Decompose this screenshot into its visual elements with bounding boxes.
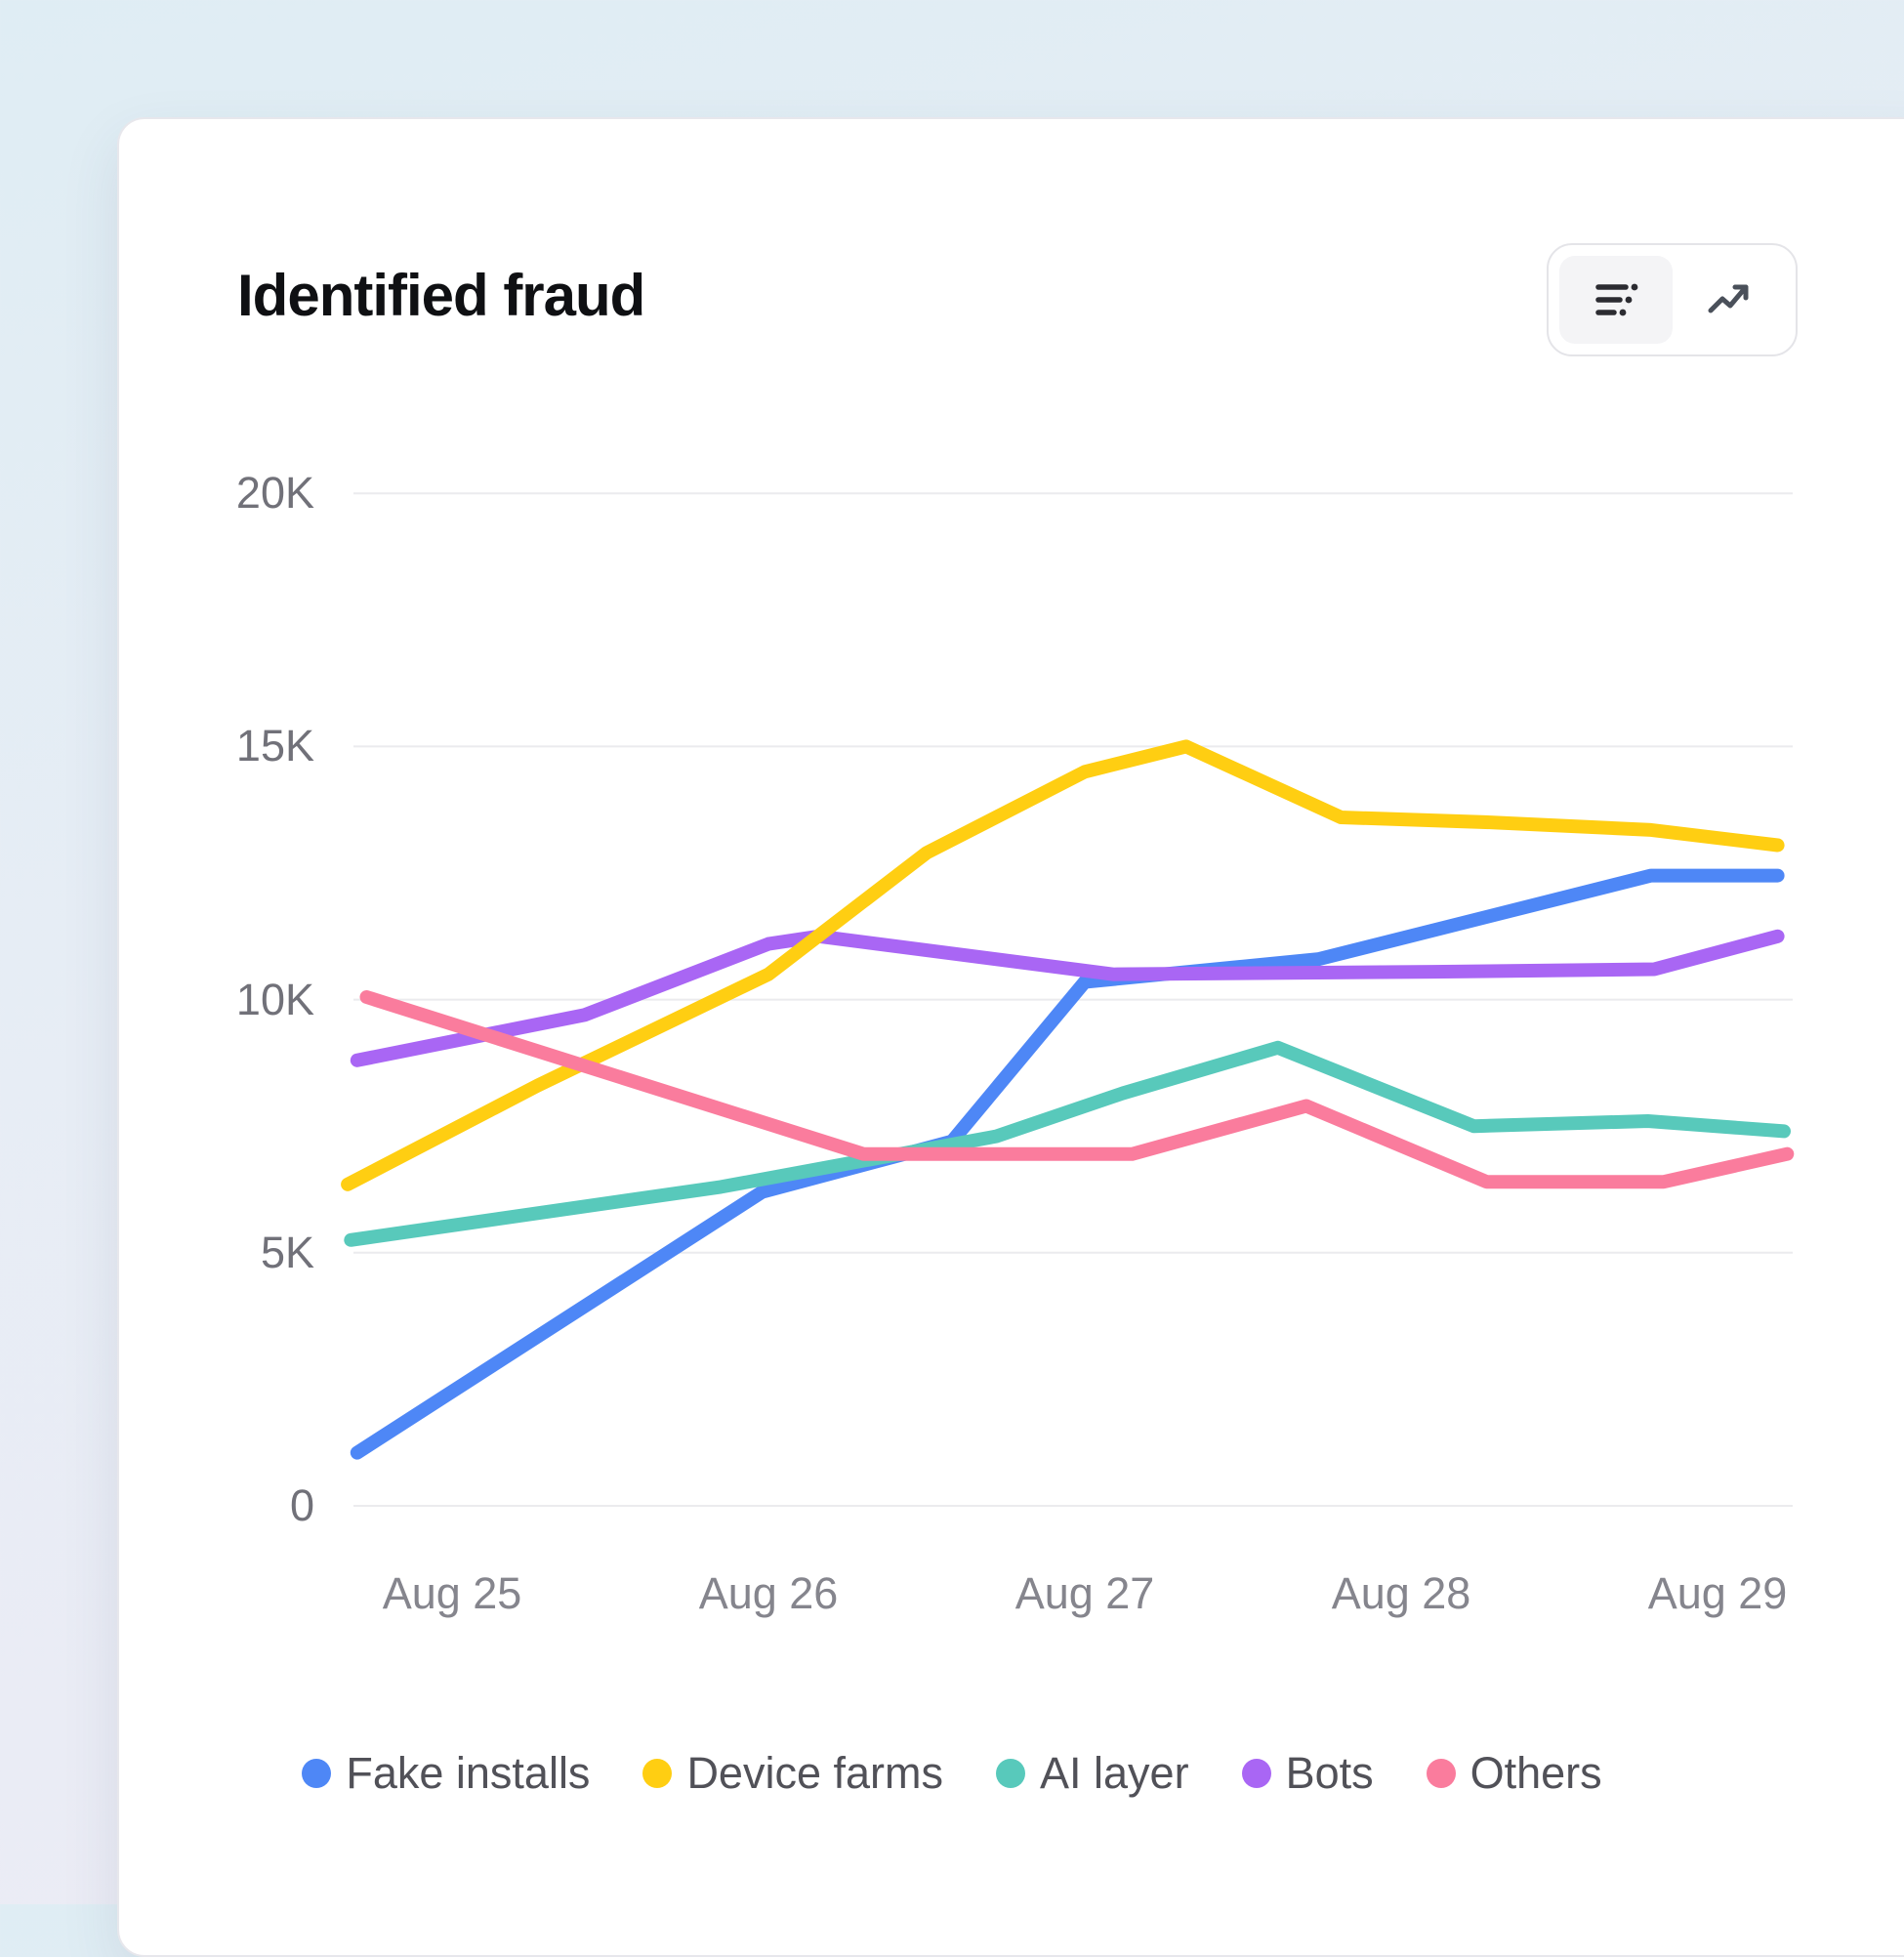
legend-item-device-farms: Device farms bbox=[642, 1748, 943, 1799]
legend-item-others: Others bbox=[1426, 1748, 1602, 1799]
y-axis-label: 15K bbox=[235, 721, 314, 771]
legend-item-ai-layer: AI layer bbox=[996, 1748, 1189, 1799]
y-axis-label: 20K bbox=[235, 468, 314, 519]
x-axis-label: Aug 27 bbox=[1014, 1568, 1155, 1618]
list-details-icon bbox=[1592, 274, 1640, 326]
chart-card bbox=[117, 117, 1904, 1957]
summary-view-button[interactable] bbox=[1559, 256, 1673, 344]
y-axis-label: 5K bbox=[260, 1227, 314, 1277]
legend-item-bots: Bots bbox=[1241, 1748, 1374, 1799]
legend-dot bbox=[1426, 1759, 1456, 1788]
y-axis-label: 10K bbox=[235, 974, 314, 1024]
x-axis-label: Aug 26 bbox=[698, 1568, 839, 1618]
legend-dot bbox=[1241, 1759, 1271, 1788]
y-axis-label: 0 bbox=[289, 1480, 314, 1530]
legend-dot bbox=[302, 1759, 332, 1788]
legend-label: Device farms bbox=[686, 1748, 943, 1798]
legend-label: Bots bbox=[1285, 1748, 1374, 1798]
legend-label: Others bbox=[1469, 1748, 1602, 1798]
legend-label: AI layer bbox=[1040, 1748, 1189, 1798]
chart-legend: Fake installs Device farms AI layer Bots Oth… bbox=[0, 1748, 1904, 1799]
legend-label: Fake installs bbox=[346, 1748, 591, 1798]
page-title: Identified fraud bbox=[237, 263, 645, 328]
legend-dot bbox=[996, 1759, 1025, 1788]
view-toggle-group bbox=[1547, 243, 1798, 356]
legend-dot bbox=[642, 1759, 673, 1788]
legend-item-fake-installs: Fake installs bbox=[302, 1748, 590, 1799]
trend-view-button[interactable] bbox=[1673, 256, 1786, 344]
x-axis-label: Aug 28 bbox=[1331, 1568, 1471, 1618]
trend-up-icon bbox=[1704, 274, 1753, 326]
x-axis-label: Aug 25 bbox=[382, 1568, 522, 1618]
x-axis-label: Aug 29 bbox=[1647, 1568, 1788, 1618]
